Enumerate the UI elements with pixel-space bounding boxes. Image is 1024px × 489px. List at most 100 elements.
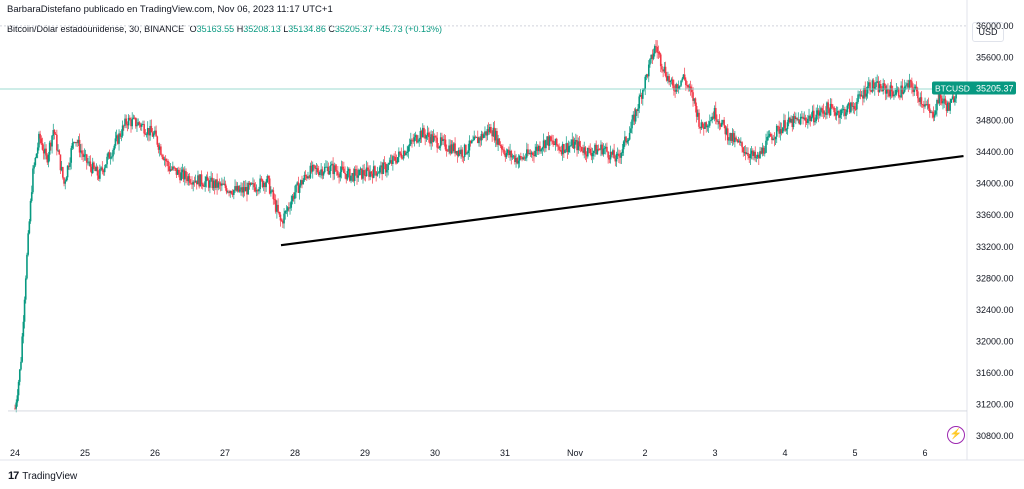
candle-body (168, 166, 171, 172)
candle-body (636, 109, 638, 112)
candle-body (47, 154, 50, 163)
candle-body (102, 170, 105, 173)
candle-body (801, 116, 803, 118)
price-tick-label: 35600.00 (976, 52, 1014, 62)
time-tick-label: 28 (290, 448, 300, 458)
candle-body (117, 135, 119, 144)
candle-body (482, 134, 485, 138)
candle-body (473, 136, 475, 141)
candle-body (530, 152, 533, 155)
candle-body (66, 165, 69, 178)
candle-body (259, 178, 261, 190)
candle-body (662, 69, 664, 72)
candle-body (860, 95, 863, 97)
time-tick-label: 29 (360, 448, 370, 458)
candle-body (887, 88, 889, 92)
candle-body (242, 187, 245, 193)
candle-body (516, 158, 519, 164)
candle-body (737, 140, 740, 143)
open-value: 35163.55 (196, 24, 235, 34)
candle-body (478, 137, 480, 144)
candle-body (463, 144, 466, 157)
price-tick-label: 33600.00 (976, 210, 1014, 220)
candle-body (158, 146, 161, 150)
candle-body (894, 94, 896, 96)
candle-body (303, 174, 306, 181)
candle-body (622, 141, 625, 150)
candle-body (856, 101, 858, 110)
candle-body (175, 168, 178, 175)
candle-body (216, 179, 218, 188)
candle-body (351, 173, 354, 176)
candle-body (895, 89, 898, 95)
alert-bolt-icon[interactable]: ⚡ (947, 426, 965, 444)
candle-body (91, 162, 94, 174)
symbol-name[interactable]: Bitcoin/Dólar estadounidense, 30, BINANC… (7, 24, 185, 34)
candle-body (221, 183, 223, 186)
candle-body (902, 91, 905, 94)
candle-body (683, 74, 686, 80)
candle-body (424, 134, 426, 139)
trendline[interactable] (280, 154, 964, 247)
candle-body (852, 106, 855, 107)
candle-body (578, 141, 581, 147)
candle-body (824, 112, 827, 115)
candle-body (417, 141, 419, 143)
candle-body (476, 137, 479, 144)
candle-body (619, 156, 621, 158)
candle-body (920, 97, 923, 105)
candle-body (934, 110, 937, 115)
candle-body (823, 112, 826, 114)
candle-body (625, 136, 627, 143)
candle-body (771, 136, 773, 141)
tradingview-logo-icon: 17 (8, 470, 19, 482)
candle-body (370, 171, 373, 174)
candle-body (298, 185, 301, 193)
candle-body (451, 144, 454, 152)
candle-body (512, 155, 515, 157)
candle-body (101, 167, 104, 171)
price-tick-label: 36000.00 (976, 21, 1014, 31)
candle-body (818, 112, 821, 116)
candle-body (297, 182, 300, 193)
currency-button[interactable]: USD (972, 22, 1004, 42)
price-badge-bg (932, 81, 1016, 95)
candle-body (500, 146, 503, 150)
candle-body (471, 140, 473, 144)
candle-body (844, 108, 846, 116)
price-badge: BTCUSD 35205.37 (932, 81, 1016, 95)
candle-body (230, 191, 233, 194)
candle-body (44, 148, 46, 154)
candle-body (866, 86, 869, 94)
candle-body (249, 182, 252, 186)
candle-body (674, 90, 676, 92)
candle-body (607, 151, 609, 158)
candle-body (863, 88, 865, 99)
time-axis[interactable]: 24 25 26 27 28 29 30 31 Nov 2 3 4 5 6 (10, 448, 928, 458)
candle-body (197, 175, 199, 185)
candle-body (799, 116, 802, 125)
candle-body (18, 369, 21, 382)
candle-body (358, 169, 361, 176)
candle-body (813, 110, 815, 123)
candle-body (339, 172, 342, 178)
candle-body (231, 193, 234, 195)
candle-body (475, 137, 478, 138)
candle-body (714, 107, 717, 120)
candle-body (506, 149, 509, 153)
candle-body (717, 120, 719, 122)
candle-body (291, 195, 294, 202)
candle-body (552, 140, 554, 144)
candle-body (526, 149, 528, 158)
candle-body (736, 139, 739, 143)
candle-body (42, 149, 45, 154)
candle-body (949, 102, 951, 111)
candle-body (912, 87, 914, 93)
candle-body (627, 139, 630, 142)
candle-body (144, 133, 147, 135)
candle-body (835, 112, 838, 116)
candle-body (858, 94, 861, 96)
price-axis[interactable]: 36000.0035600.0035200.0034800.0034400.00… (976, 21, 1014, 441)
candle-body (643, 88, 645, 91)
